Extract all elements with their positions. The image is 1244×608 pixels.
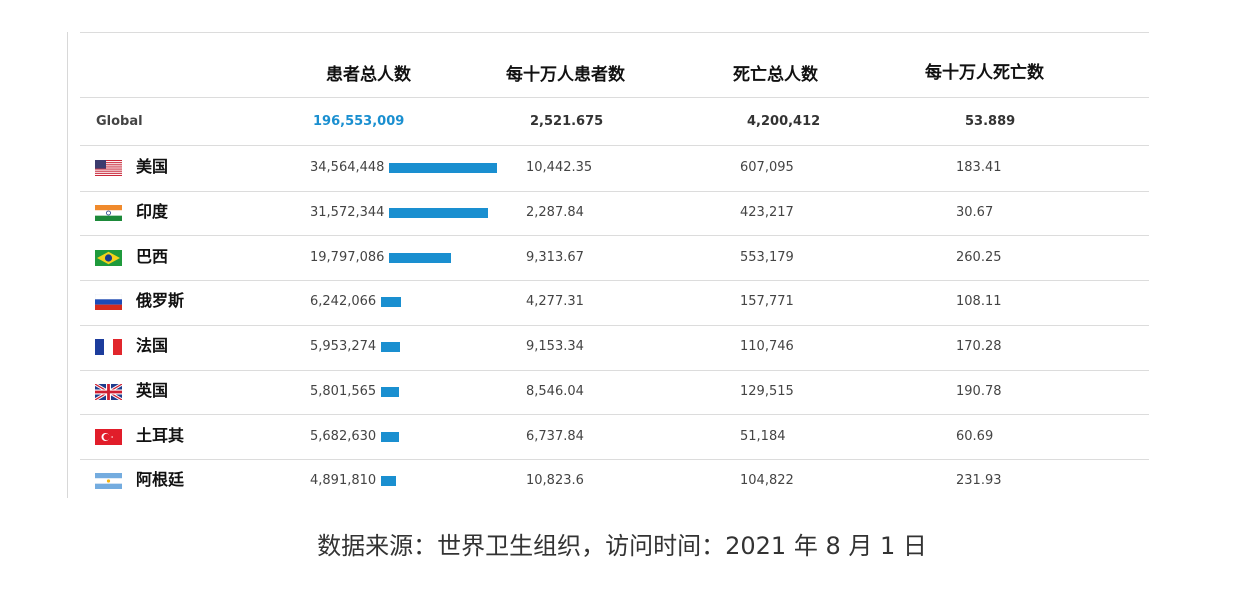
row-divider	[80, 235, 1149, 236]
deaths-per-100k-value: 108.11	[956, 294, 1002, 310]
deaths-per-100k-value: 260.25	[956, 249, 1002, 265]
cases-bar	[389, 252, 451, 263]
source-caption: 数据来源：世界卫生组织，访问时间：2021 年 8 月 1 日	[317, 532, 927, 560]
deaths-value: 129,515	[740, 383, 794, 399]
deaths-value: 423,217	[740, 205, 794, 221]
country-name: 土耳其	[136, 425, 185, 445]
uk-flag-icon	[95, 383, 122, 400]
deaths-value: 110,746	[740, 339, 794, 355]
row-divider	[80, 191, 1149, 192]
cases-bar	[381, 342, 400, 353]
cases-value: 5,953,274	[310, 339, 377, 355]
country-name: 印度	[136, 202, 169, 222]
global-deaths-per-100k: 53.889	[965, 114, 1016, 129]
header-cases: 患者总人数	[326, 65, 411, 85]
country-name: 阿根廷	[136, 470, 185, 490]
us-flag-icon	[95, 160, 122, 177]
deaths-per-100k-value: 183.41	[956, 160, 1002, 176]
global-deaths: 4,200,412	[747, 114, 821, 129]
cases-per-100k-value: 8,546.04	[526, 383, 584, 399]
cases-per-100k-value: 10,442.35	[526, 160, 593, 176]
global-cases-per-100k: 2,521.675	[530, 114, 604, 129]
turkey-flag-icon	[95, 428, 122, 445]
cases-bar	[389, 208, 488, 219]
deaths-value: 104,822	[740, 473, 794, 489]
cases-bar	[389, 163, 497, 174]
row-divider	[80, 370, 1149, 371]
cases-bar	[381, 476, 396, 487]
cases-value: 19,797,086	[310, 249, 385, 265]
country-name: 巴西	[136, 246, 169, 266]
cases-value: 31,572,344	[310, 205, 385, 221]
cases-bar	[381, 297, 401, 308]
deaths-per-100k-value: 30.67	[956, 205, 994, 221]
deaths-per-100k-value: 231.93	[956, 473, 1002, 489]
cases-per-100k-value: 10,823.6	[526, 473, 584, 489]
global-cases: 196,553,009	[313, 114, 405, 129]
cases-bar	[381, 431, 399, 442]
global-row-line	[80, 145, 1149, 146]
row-divider	[80, 280, 1149, 281]
cases-value: 4,891,810	[310, 473, 377, 489]
deaths-value: 553,179	[740, 249, 794, 265]
deaths-per-100k-value: 170.28	[956, 339, 1002, 355]
cases-value: 5,682,630	[310, 428, 377, 444]
india-flag-icon	[95, 205, 122, 222]
deaths-value: 607,095	[740, 160, 794, 176]
header-bottom-line	[80, 97, 1149, 98]
cases-per-100k-value: 9,153.34	[526, 339, 584, 355]
cases-per-100k-value: 2,287.84	[526, 205, 584, 221]
cases-per-100k-value: 9,313.67	[526, 249, 584, 265]
country-name: 英国	[136, 380, 169, 400]
header-cases-per-100k: 每十万人患者数	[506, 65, 625, 85]
global-label: Global	[96, 114, 143, 129]
header-deaths: 死亡总人数	[733, 65, 818, 85]
cases-per-100k-value: 4,277.31	[526, 294, 584, 310]
brazil-flag-icon	[95, 249, 122, 266]
cases-bar	[381, 386, 399, 397]
cases-value: 5,801,565	[310, 383, 377, 399]
country-name: 俄罗斯	[136, 291, 185, 311]
deaths-per-100k-value: 60.69	[956, 428, 994, 444]
left-border	[67, 32, 68, 498]
table-top-line	[80, 32, 1149, 33]
row-divider	[80, 414, 1149, 415]
cases-per-100k-value: 6,737.84	[526, 428, 584, 444]
header-deaths-per-100k: 每十万人死亡数	[925, 63, 1044, 83]
row-divider	[80, 459, 1149, 460]
argentina-flag-icon	[95, 473, 122, 490]
deaths-value: 51,184	[740, 428, 786, 444]
france-flag-icon	[95, 339, 122, 356]
cases-value: 6,242,066	[310, 294, 377, 310]
russia-flag-icon	[95, 294, 122, 311]
row-divider	[80, 325, 1149, 326]
deaths-per-100k-value: 190.78	[956, 383, 1002, 399]
country-name: 法国	[136, 336, 169, 356]
deaths-value: 157,771	[740, 294, 794, 310]
cases-value: 34,564,448	[310, 160, 385, 176]
country-name: 美国	[136, 157, 169, 177]
